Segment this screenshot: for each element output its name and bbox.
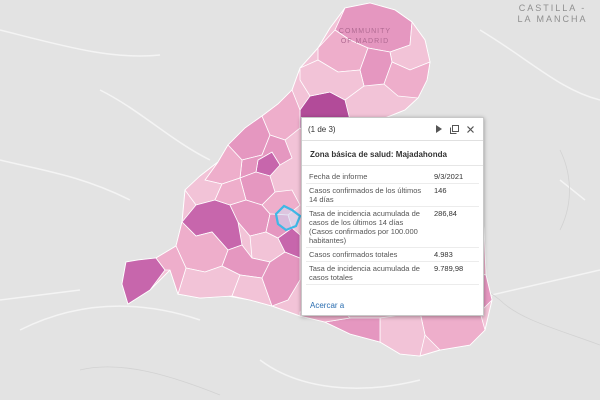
- region-label-line: CASTILLA -: [518, 3, 587, 13]
- close-icon[interactable]: [464, 123, 477, 136]
- field-label: Casos confirmados totales: [309, 250, 398, 259]
- attribute-table: Fecha de informe 9/3/2021 Casos confirma…: [306, 170, 479, 285]
- maximize-icon[interactable]: [448, 123, 461, 136]
- popup-header: (1 de 3): [302, 118, 483, 141]
- popup-title: Zona básica de salud: Majadahonda: [302, 141, 483, 166]
- table-row: Tasa de incidencia acumulada de casos to…: [306, 262, 479, 285]
- zoom-to-link[interactable]: Acercar a: [310, 301, 345, 310]
- feature-count: (1 de 3): [308, 124, 336, 134]
- region-label-line: OF MADRID: [340, 38, 390, 45]
- info-popup: (1 de 3) Zona básica de salud: Majadahon…: [301, 117, 484, 316]
- field-value: 146: [434, 186, 447, 195]
- field-label: Tasa de incidencia acumulada de casos de…: [309, 209, 420, 245]
- region-label-line: LA MANCHA: [517, 14, 588, 24]
- field-value: 286,84: [434, 209, 457, 218]
- field-value: 9/3/2021: [434, 172, 464, 181]
- table-row: Tasa de incidencia acumulada de casos de…: [306, 207, 479, 248]
- region-label-madrid: COMMUNITY OF MADRID: [322, 27, 408, 47]
- region-label-line: COMMUNITY: [338, 28, 392, 35]
- region-label-castilla-la-mancha: CASTILLA - LA MANCHA: [505, 3, 600, 25]
- table-row: Fecha de informe 9/3/2021: [306, 170, 479, 184]
- table-row: Casos confirmados de los últimos 14 días…: [306, 184, 479, 207]
- field-label: Fecha de informe: [309, 172, 368, 181]
- play-icon[interactable]: [432, 123, 445, 136]
- field-label: Tasa de incidencia acumulada de casos to…: [309, 264, 420, 282]
- field-label: Casos confirmados de los últimos 14 días: [309, 186, 422, 204]
- field-value: 4.983: [434, 250, 453, 259]
- field-value: 9.789,98: [434, 264, 464, 273]
- selected-zone-majadahonda[interactable]: [274, 204, 302, 232]
- table-row: Casos confirmados totales 4.983: [306, 248, 479, 262]
- road-network: [0, 29, 600, 389]
